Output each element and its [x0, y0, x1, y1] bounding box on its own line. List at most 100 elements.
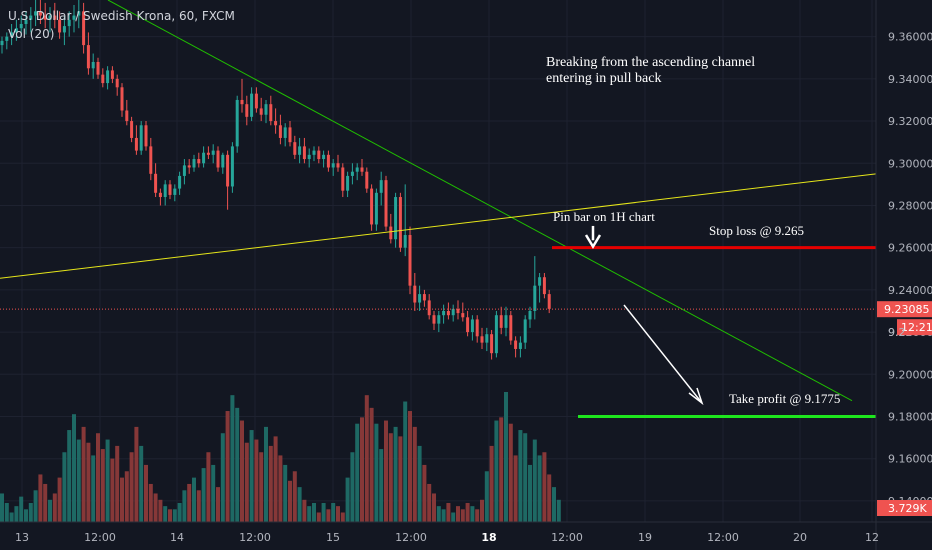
volume-bar [331, 502, 336, 522]
candle-body [91, 61, 95, 69]
volume-bar [321, 502, 326, 522]
volume-bar [388, 433, 393, 522]
candle-body [82, 11, 86, 46]
volume-bar [4, 502, 9, 522]
candle-body [158, 192, 162, 198]
volume-bar [33, 490, 38, 522]
volume-bar [76, 439, 81, 522]
candle-body [245, 104, 249, 117]
annotation-stop-loss: Stop loss @ 9.265 [709, 223, 804, 238]
time-axis-tick: 14 [170, 531, 184, 544]
last-price-badge [877, 301, 932, 318]
volume-bar [393, 426, 398, 522]
candle-body [533, 285, 537, 311]
volume-bar [134, 426, 139, 522]
candle-body [240, 99, 244, 105]
time-axis-tick: 15 [326, 531, 340, 544]
candle-body [475, 319, 479, 337]
target-arrow-head [688, 387, 704, 406]
volume-bar [240, 420, 244, 522]
candle-body [77, 11, 81, 16]
volume-bar [537, 455, 542, 522]
volume-bar [532, 439, 537, 522]
time-axis-tick: 20 [793, 531, 807, 544]
candle-body [427, 300, 431, 316]
candle-body [43, 15, 47, 20]
volume-bar [518, 430, 523, 522]
volume-bar [379, 449, 384, 522]
candle-body [317, 150, 321, 160]
volume-bar [100, 449, 105, 522]
candle-body [211, 150, 215, 155]
volume-bar [360, 417, 364, 522]
volume-bar [398, 436, 403, 522]
volume-bar [225, 411, 230, 522]
last-price-label: 9.23085 [884, 303, 930, 316]
volume-bar [504, 392, 508, 522]
volume-bar [139, 445, 144, 522]
candle-body [29, 15, 33, 20]
volume-bar [336, 506, 340, 522]
candle-body [144, 125, 148, 147]
ascending-channel-line[interactable] [0, 173, 877, 279]
candle-body [115, 78, 119, 88]
candle-body [216, 150, 220, 168]
candle-body [408, 235, 412, 286]
time-axis-tick: 18 [481, 531, 496, 544]
candle-body [274, 121, 278, 126]
volume-bar [148, 483, 153, 522]
volume-bar [436, 506, 441, 522]
countdown-label: 12:21 [901, 321, 932, 334]
pinbar-arrow-head [584, 234, 602, 250]
candle-body [461, 313, 465, 318]
candle-body [154, 173, 158, 193]
candle-body [514, 340, 518, 349]
candle-body [432, 315, 436, 324]
candle-body [58, 19, 62, 33]
volume-bar [168, 509, 172, 522]
price-axis-tick: 9.28000 [888, 199, 932, 212]
candle-body [34, 11, 38, 16]
symbol-title: U.S. Dollar / Swedish Krona, 60, FXCM [8, 9, 235, 23]
volume-bar [312, 502, 316, 522]
candle-body [86, 45, 90, 69]
volume-bar [484, 471, 489, 522]
descending-trendline[interactable] [107, 0, 853, 402]
volume-bar [43, 483, 48, 522]
volume-bar [211, 464, 216, 522]
volume-bar [494, 420, 499, 522]
volume-bar [129, 452, 134, 522]
time-axis-tick: 12:00 [395, 531, 427, 544]
candle-body [374, 192, 378, 225]
volume-bar [57, 477, 62, 522]
candle-body [485, 334, 489, 343]
candle-body [307, 154, 311, 160]
candle-body [182, 165, 186, 176]
candle-body [283, 127, 287, 138]
candle-body [437, 315, 441, 324]
volume-bar [427, 483, 432, 522]
candle-body [442, 310, 446, 316]
candle-body [451, 308, 455, 316]
volume-bar [297, 487, 302, 522]
volume-bar [307, 506, 312, 522]
volume-bar [24, 509, 28, 522]
candle-body [499, 315, 503, 328]
candle-body [398, 197, 402, 248]
volume-bar [187, 483, 192, 522]
time-axis-tick: 12:00 [707, 531, 739, 544]
volume-bar [67, 430, 72, 522]
candle-body [250, 93, 254, 117]
volume-bar [91, 455, 96, 522]
volume-bar [120, 477, 124, 522]
candle-body [418, 294, 422, 303]
volume-bar [86, 442, 91, 522]
candle-body [446, 310, 450, 316]
volume-bar [38, 474, 43, 522]
time-axis-tick: 19 [638, 531, 652, 544]
candle-body [509, 315, 513, 341]
volume-bar [201, 468, 206, 522]
volume-bar [456, 506, 460, 522]
candle-body [326, 154, 330, 168]
